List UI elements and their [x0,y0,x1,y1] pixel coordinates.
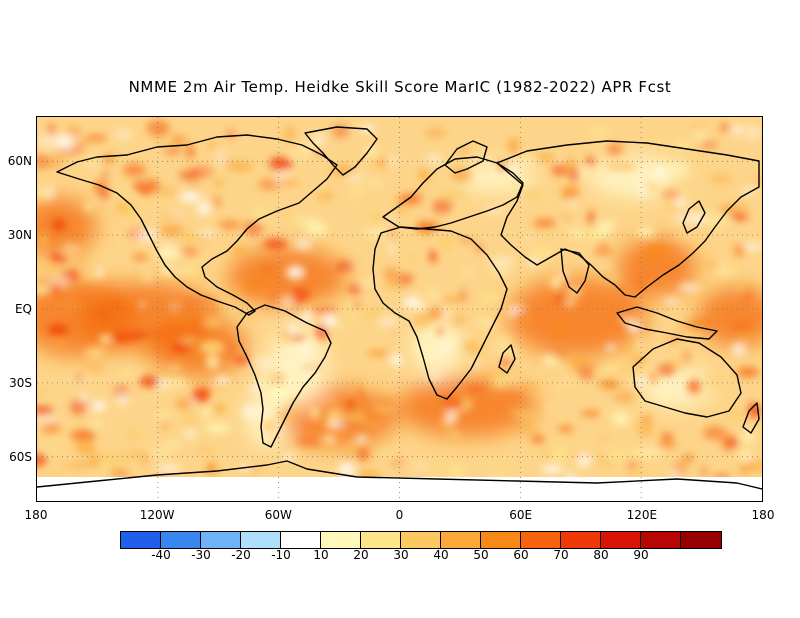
colorbar-label: 90 [633,548,649,562]
colorbar-swatch [361,532,401,548]
colorbar-label: -10 [271,548,291,562]
colorbar-swatch [281,532,321,548]
colorbar-label: 10 [313,548,329,562]
lon-label: 180 [751,508,775,522]
colorbar-label: 40 [433,548,449,562]
coastline-asia [496,140,760,298]
colorbar-label: 80 [593,548,609,562]
coastline-north-america [56,134,338,316]
colorbar-swatch [121,532,161,548]
lat-label: 60S [9,450,32,465]
colorbar-swatch [161,532,201,548]
low-skill-region [247,387,287,447]
colorbar-swatch [241,532,281,548]
colorbar-swatch [481,532,521,548]
colorbar-label: 70 [553,548,569,562]
lat-label: 30N [7,227,32,242]
coastline-europe [382,156,524,230]
colorbar-swatch [321,532,361,548]
coastline-greenland [304,126,378,176]
graticule [37,117,762,501]
colorbar-label: -40 [151,548,171,562]
colorbar-swatch [561,532,601,548]
coastline-japan [682,200,706,234]
coastline-madagascar [498,344,516,374]
lon-label: 60W [264,508,292,522]
lat-label: 30S [9,376,32,391]
coastline-antarctica [37,460,762,490]
coastlines [37,126,762,490]
skill-region [227,247,347,307]
colorbar-label: 20 [353,548,369,562]
skill-region [507,277,647,357]
colorbar-swatch [601,532,641,548]
lon-label: 0 [395,508,404,522]
colorbar-swatch [441,532,481,548]
coastline-india [560,248,590,294]
lon-label: 120E [626,508,658,522]
skill-region [37,197,97,257]
coastline-new-zealand [742,402,760,434]
lon-label: 60E [509,508,533,522]
coastline-africa [372,226,508,400]
colorbar-label: 50 [473,548,489,562]
skill-field-broad [37,157,762,447]
map-title: NMME 2m Air Temp. Heidke Skill Score Mar… [128,78,672,96]
lat-label: 60N [7,153,32,168]
lat-label: EQ [14,302,32,316]
colorbar-swatch [201,532,241,548]
coastline-scandinavia [444,140,488,174]
colorbar-swatch [641,532,681,548]
colorbar-label: -30 [191,548,211,562]
colorbar-swatch [681,532,721,548]
colorbar-swatch [401,532,441,548]
colorbar-label: 60 [513,548,529,562]
colorbar-swatch [521,532,561,548]
lon-label: 180 [24,508,48,522]
colorbar [120,531,722,549]
skill-score-map [36,116,763,502]
colorbar-label: 30 [393,548,409,562]
lon-label: 120W [139,508,175,522]
coastline-indonesia [616,306,718,340]
colorbar-label: -20 [231,548,251,562]
coastline-south-america [236,304,332,448]
coastline-australia [632,338,742,418]
